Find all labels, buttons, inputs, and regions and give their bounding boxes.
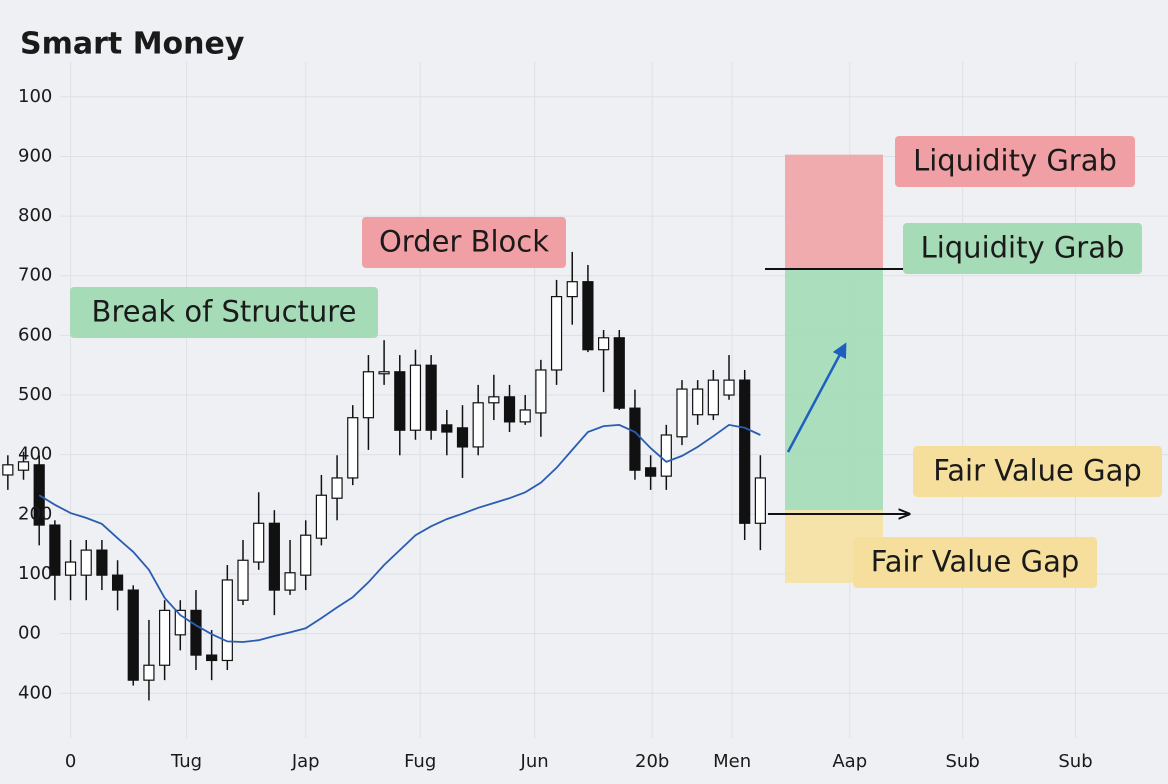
candle-body bbox=[503, 396, 516, 423]
candle-body bbox=[253, 522, 265, 563]
candle-body bbox=[2, 464, 14, 476]
candle-body bbox=[550, 296, 563, 371]
x-tick-label: Aap bbox=[832, 751, 867, 772]
candle-body bbox=[284, 572, 296, 591]
candle-body bbox=[425, 364, 437, 431]
x-tick-label: Jap bbox=[291, 751, 320, 772]
candle-body bbox=[723, 379, 735, 396]
y-tick-label: 400 bbox=[18, 444, 52, 465]
candle-body bbox=[174, 609, 186, 636]
label-box bbox=[853, 537, 1097, 588]
x-tick-label: Fug bbox=[404, 751, 436, 772]
candle-body bbox=[676, 388, 688, 438]
moving-average bbox=[38, 423, 761, 643]
label-box bbox=[70, 287, 378, 338]
y-tick-label: 200 bbox=[18, 503, 52, 524]
x-tick-label: Tug bbox=[170, 751, 202, 772]
x-tick-label: Men bbox=[713, 751, 751, 772]
candle-body bbox=[582, 281, 594, 351]
candle-body bbox=[237, 559, 249, 601]
candle-body bbox=[221, 579, 233, 662]
candle-body bbox=[660, 434, 672, 477]
candle-body bbox=[64, 561, 77, 576]
plot bbox=[2, 251, 766, 701]
candle-body bbox=[206, 654, 218, 662]
candle-body bbox=[692, 388, 704, 416]
annotation-label: Fair Value Gap bbox=[933, 454, 1142, 488]
candle-body bbox=[190, 609, 202, 656]
candle-body bbox=[315, 494, 327, 539]
candle-body bbox=[409, 364, 422, 431]
candle-body bbox=[111, 574, 124, 591]
x-tick-label: Sub bbox=[945, 751, 979, 772]
candle-body bbox=[645, 467, 657, 477]
candle-body bbox=[629, 407, 641, 471]
x-tick-label: 0 bbox=[65, 751, 76, 772]
candle-body bbox=[519, 409, 531, 423]
zones bbox=[785, 154, 883, 583]
candle-body bbox=[456, 427, 469, 448]
annotation-label: Fair Value Gap bbox=[871, 545, 1080, 579]
candle-body bbox=[127, 589, 139, 681]
candle-body bbox=[613, 337, 625, 409]
x-tick-label: 20b bbox=[635, 751, 669, 772]
x-tick-label: Sub bbox=[1058, 751, 1092, 772]
y-tick-label: 600 bbox=[18, 324, 52, 345]
annotation-label: Order Block bbox=[379, 225, 549, 259]
candle-body bbox=[96, 549, 108, 576]
candle-body bbox=[143, 664, 155, 681]
annotation-label: Liquidity Grab bbox=[921, 231, 1125, 265]
y-tick-label: 100 bbox=[18, 86, 52, 107]
zone bbox=[785, 154, 883, 268]
y-tick-label: 700 bbox=[18, 265, 52, 286]
annotation-label: Break of Structure bbox=[92, 295, 357, 329]
label-box bbox=[903, 223, 1142, 274]
candle-body bbox=[268, 522, 280, 591]
candle-body bbox=[394, 371, 406, 431]
candle-body bbox=[159, 609, 171, 666]
candle-body bbox=[362, 371, 375, 419]
y-tick-label: 400 bbox=[18, 682, 52, 703]
candle-body bbox=[739, 379, 751, 524]
annotation-label: Liquidity Grab bbox=[913, 144, 1117, 178]
candle-body bbox=[707, 379, 719, 416]
candle-body bbox=[472, 402, 484, 448]
zone bbox=[785, 267, 883, 511]
y-tick-label: 100 bbox=[18, 563, 52, 584]
candle-body bbox=[535, 369, 547, 414]
y-tick-label: 900 bbox=[18, 145, 52, 166]
candle-body bbox=[300, 534, 312, 576]
candle-body bbox=[378, 371, 390, 375]
candle-body bbox=[33, 464, 45, 526]
candle-body bbox=[597, 337, 610, 351]
chart-title: Smart Money bbox=[20, 27, 245, 62]
annotations: Break of Structure Order Block Liquidity G… bbox=[70, 136, 1162, 588]
candle-body bbox=[347, 417, 359, 479]
label-box bbox=[913, 446, 1162, 497]
candle-body bbox=[49, 524, 61, 576]
x-tick-label: Jun bbox=[520, 751, 549, 772]
label-box bbox=[362, 217, 566, 268]
candle-body bbox=[488, 396, 500, 404]
y-tick-label: 00 bbox=[18, 623, 41, 644]
candle-body bbox=[331, 477, 343, 499]
candle-body bbox=[566, 281, 578, 298]
candle-body bbox=[80, 549, 92, 576]
trend-arrow bbox=[786, 342, 847, 453]
label-box bbox=[895, 136, 1135, 187]
candle-body bbox=[441, 424, 453, 433]
y-tick-label: 800 bbox=[18, 205, 52, 226]
candle-body bbox=[17, 461, 30, 471]
y-tick-label: 500 bbox=[18, 384, 52, 405]
candle-body bbox=[754, 477, 766, 524]
